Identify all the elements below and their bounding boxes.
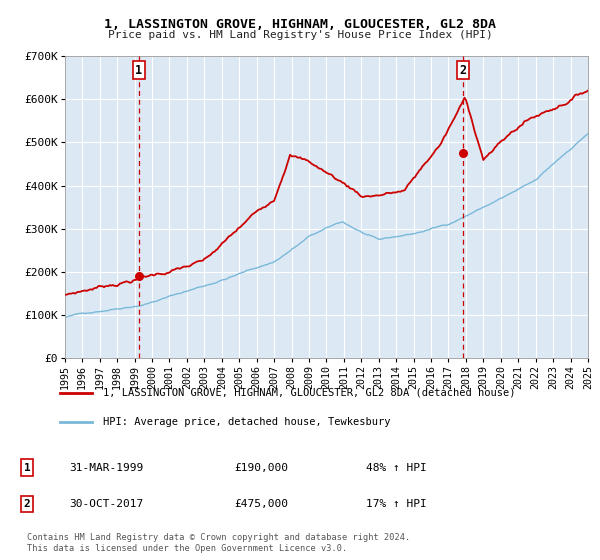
Text: 1: 1 (136, 64, 142, 77)
Text: HPI: Average price, detached house, Tewkesbury: HPI: Average price, detached house, Tewk… (103, 417, 391, 427)
Text: 31-MAR-1999: 31-MAR-1999 (69, 463, 143, 473)
Text: Contains HM Land Registry data © Crown copyright and database right 2024.: Contains HM Land Registry data © Crown c… (27, 533, 410, 542)
Text: £190,000: £190,000 (234, 463, 288, 473)
Text: 1, LASSINGTON GROVE, HIGHNAM, GLOUCESTER, GL2 8DA (detached house): 1, LASSINGTON GROVE, HIGHNAM, GLOUCESTER… (103, 388, 516, 398)
Text: £475,000: £475,000 (234, 499, 288, 509)
Text: 48% ↑ HPI: 48% ↑ HPI (366, 463, 427, 473)
Text: 2: 2 (23, 499, 31, 509)
Text: 1: 1 (23, 463, 31, 473)
Text: 2: 2 (460, 64, 467, 77)
Text: Price paid vs. HM Land Registry's House Price Index (HPI): Price paid vs. HM Land Registry's House … (107, 30, 493, 40)
Text: 1, LASSINGTON GROVE, HIGHNAM, GLOUCESTER, GL2 8DA: 1, LASSINGTON GROVE, HIGHNAM, GLOUCESTER… (104, 18, 496, 31)
Text: 17% ↑ HPI: 17% ↑ HPI (366, 499, 427, 509)
Text: 30-OCT-2017: 30-OCT-2017 (69, 499, 143, 509)
Text: This data is licensed under the Open Government Licence v3.0.: This data is licensed under the Open Gov… (27, 544, 347, 553)
